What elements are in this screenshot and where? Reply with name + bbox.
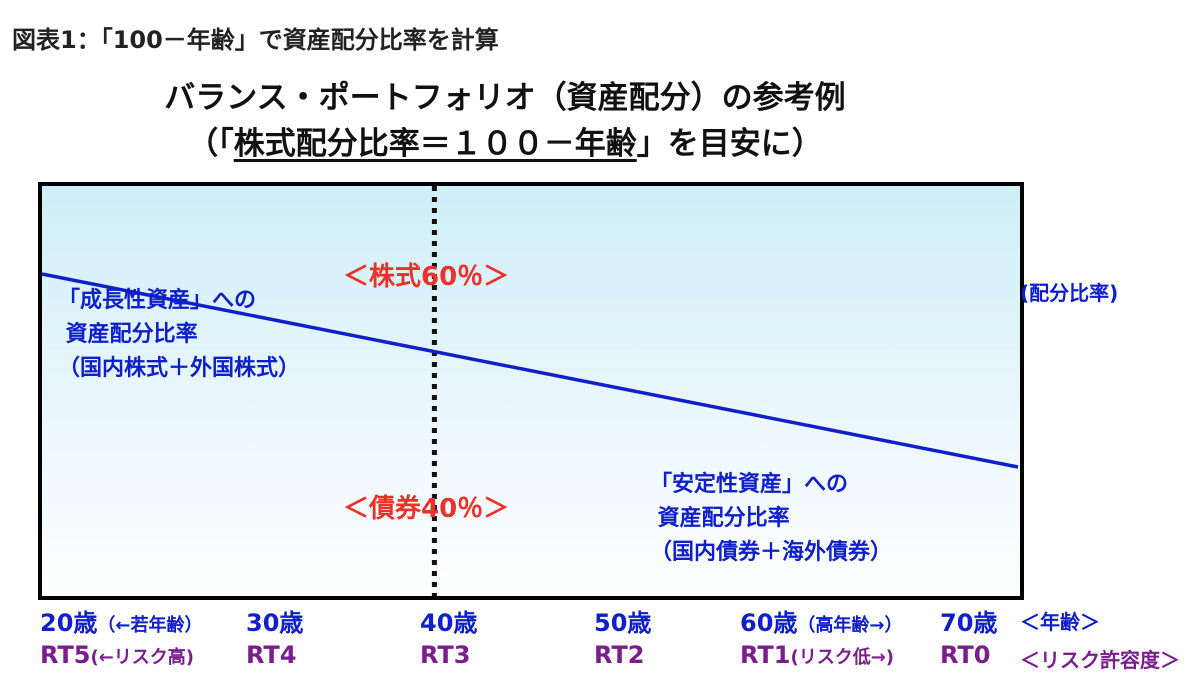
age-20: 20歳（←若年齢） bbox=[40, 603, 203, 638]
age-70-value: 70歳 bbox=[940, 609, 998, 637]
stock-percentage-label: ＜株式60％＞ bbox=[343, 262, 510, 292]
risk-axis-label: ＜リスク許容度＞ bbox=[1020, 648, 1180, 672]
age-axis-label: ＜年齢＞ bbox=[1020, 610, 1100, 634]
rt0: RT0 bbox=[940, 641, 990, 669]
growth-asset-label: 「成長性資産」への 資産配分比率 （国内株式＋外国株式） bbox=[58, 288, 301, 381]
diagram-title: バランス・ポートフォリオ（資産配分）の参考例 bbox=[164, 80, 846, 116]
age-70: 70歳 bbox=[940, 603, 997, 638]
age-20-note: （←若年齢） bbox=[97, 615, 203, 636]
ratio-axis-label: (配分比率) bbox=[1020, 281, 1119, 305]
rt4: RT4 bbox=[246, 641, 296, 669]
rt3-value: RT3 bbox=[420, 641, 471, 669]
rt1-value: RT1 bbox=[740, 641, 791, 669]
age-50-value: 50歳 bbox=[594, 609, 652, 637]
rt5-note: (←リスク高) bbox=[90, 647, 195, 668]
age-50: 50歳 bbox=[594, 603, 651, 638]
diagram-subtitle: （「株式配分比率＝１００－年齢」を目安に） bbox=[0, 118, 1010, 163]
age-30-value: 30歳 bbox=[246, 609, 304, 637]
stable-asset-label: 「安定性資産」への 資産配分比率 （国内債券＋海外債券） bbox=[650, 472, 893, 565]
allocation-ratio-line bbox=[41, 272, 1019, 469]
age-20-value: 20歳 bbox=[40, 609, 98, 637]
age-40: 40歳 bbox=[420, 603, 477, 638]
age-60-value: 60歳 bbox=[740, 609, 798, 637]
age-60: 60歳（高年齢→） bbox=[740, 603, 903, 638]
age-30: 30歳 bbox=[246, 603, 303, 638]
subtitle-close: 」を目安に） bbox=[636, 126, 823, 162]
rt3: RT3 bbox=[420, 641, 470, 669]
rt0-value: RT0 bbox=[940, 641, 991, 669]
rt4-value: RT4 bbox=[246, 641, 297, 669]
subtitle-formula: 株式配分比率＝１００－年齢 bbox=[233, 126, 637, 162]
bond-percentage-label: ＜債券40％＞ bbox=[343, 494, 510, 524]
subtitle-open: （「 bbox=[187, 126, 234, 162]
rt1: RT1(リスク低→) bbox=[740, 641, 894, 669]
age-40-value: 40歳 bbox=[420, 609, 478, 637]
age-60-note: （高年齢→） bbox=[797, 615, 903, 636]
plot-area bbox=[38, 182, 1024, 600]
rt1-note: (リスク低→) bbox=[790, 647, 895, 668]
rt5: RT5(←リスク高) bbox=[40, 641, 194, 669]
figure-caption: 図表1：「100－年齢」で資産配分比率を計算 bbox=[12, 26, 499, 54]
rt2-value: RT2 bbox=[594, 641, 645, 669]
rt2: RT2 bbox=[594, 641, 644, 669]
rt5-value: RT5 bbox=[40, 641, 91, 669]
